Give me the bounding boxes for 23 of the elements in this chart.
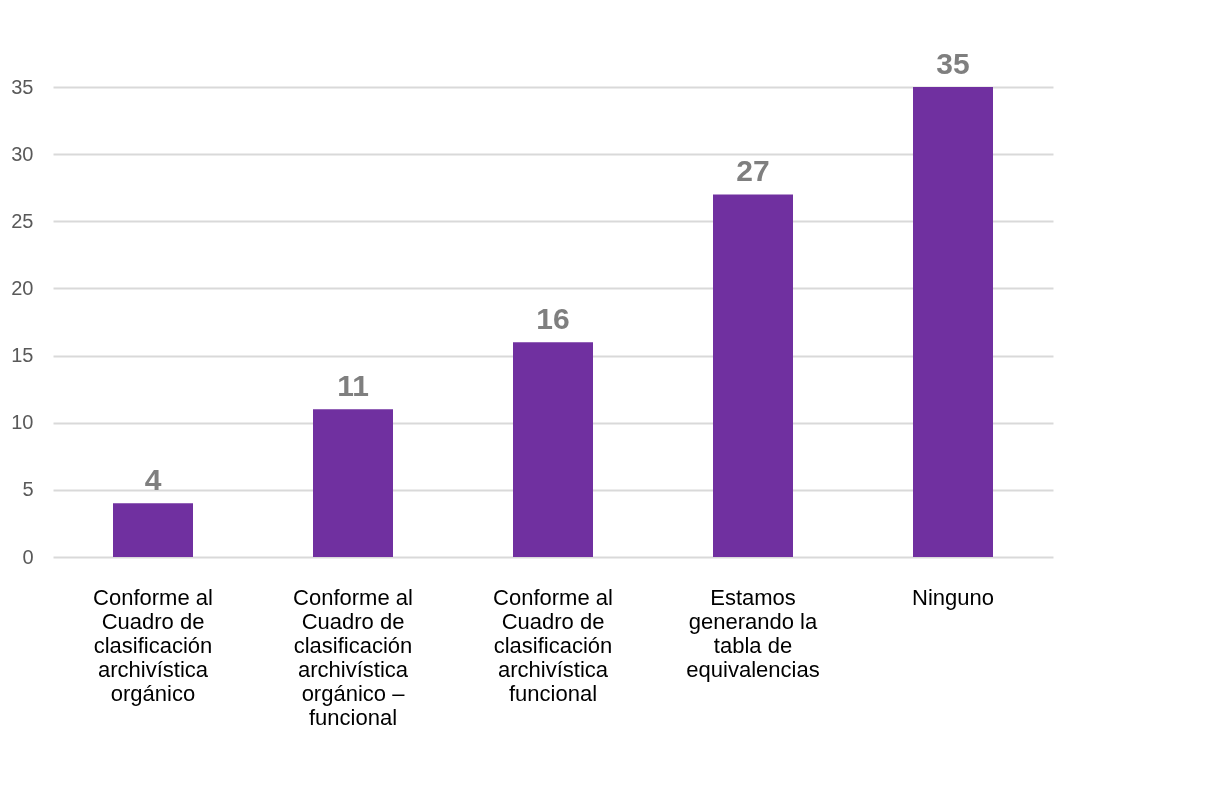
bar [913,87,993,557]
data-label: 27 [736,154,770,188]
y-tick-label: 15 [11,344,34,367]
x-tick-label: Conforme al Cuadro de clasificación archivística funcional [493,584,613,706]
y-tick-label: 30 [11,142,34,165]
x-tick-label: Conforme al Cuadro de clasificación archivística orgánico – funcional [293,584,413,730]
bar [113,503,193,557]
y-tick-label: 25 [11,209,34,232]
x-tick-label: Ninguno [912,584,994,610]
bar [313,409,393,557]
y-tick-label: 20 [11,276,34,299]
bar [513,342,593,557]
x-tick-label: Conforme al Cuadro de clasificación archivística orgánico [93,584,213,706]
y-tick-label: 0 [22,545,34,568]
data-label: 4 [144,463,162,497]
data-label: 11 [337,369,369,403]
y-tick-label: 35 [11,75,34,98]
data-label: 16 [536,302,570,336]
x-tick-label: Estamos generando la tabla de equivalencias [686,584,820,682]
data-label: 35 [936,47,970,80]
bar [713,194,793,557]
y-tick-label: 5 [22,478,34,501]
y-tick-label: 10 [11,411,34,434]
